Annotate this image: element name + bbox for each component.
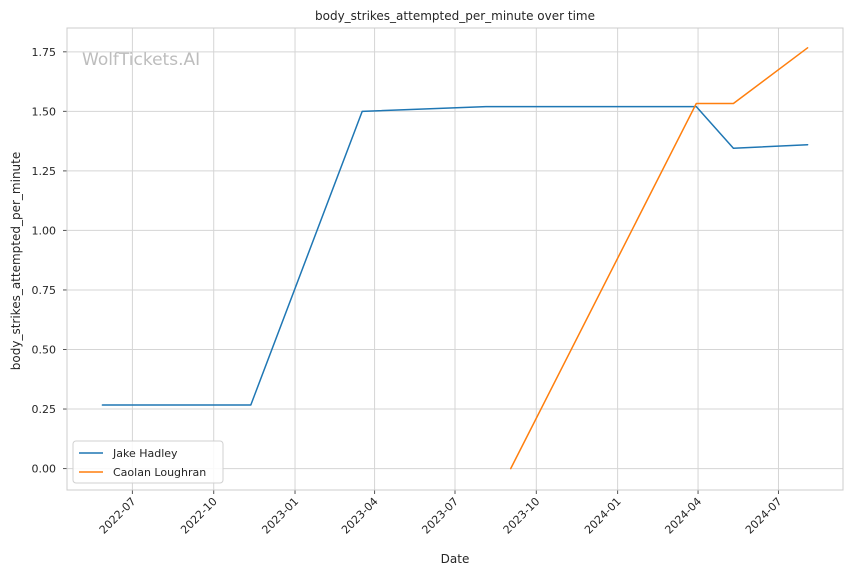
y-tick-label: 0.75 xyxy=(32,284,57,297)
y-axis-title: body_strikes_attempted_per_minute xyxy=(9,152,23,370)
x-tick-label: 2024-01 xyxy=(582,495,624,537)
vertical-gridlines xyxy=(131,28,779,494)
chart-title: body_strikes_attempted_per_minute over t… xyxy=(315,9,595,23)
x-tick-label: 2023-04 xyxy=(339,495,381,537)
x-tick-label: 2022-07 xyxy=(97,495,139,537)
legend-box xyxy=(72,440,224,484)
x-tick-label: 2022-10 xyxy=(178,495,220,537)
y-tick-label: 0.00 xyxy=(32,463,57,476)
watermark-text: WolfTickets.AI xyxy=(82,50,200,70)
x-tick-label: 2023-07 xyxy=(419,495,461,537)
x-tick-label: 2023-01 xyxy=(259,495,301,537)
legend: Jake Hadley Caolan Loughran xyxy=(72,440,224,484)
y-tick-label: 1.75 xyxy=(32,46,57,59)
y-tick-label: 1.50 xyxy=(32,105,57,118)
series-line-jake-hadley xyxy=(101,105,809,406)
x-tick-label: 2024-07 xyxy=(743,495,785,537)
x-tick-label: 2023-10 xyxy=(501,495,543,537)
horizontal-gridlines xyxy=(63,51,843,470)
y-tick-label: 0.25 xyxy=(32,403,57,416)
plot-area-frame xyxy=(66,27,844,491)
y-tick-label: 0.50 xyxy=(32,343,57,356)
series-line-caolan-loughran xyxy=(509,47,809,470)
legend-label-jake-hadley: Jake Hadley xyxy=(112,447,178,460)
x-tick-label: 2024-04 xyxy=(662,495,704,537)
y-axis-tick-labels: 0.00 0.25 0.50 0.75 1.00 1.25 1.50 1.75 xyxy=(32,46,57,476)
y-tick-label: 1.00 xyxy=(32,224,57,237)
y-tick-label: 1.25 xyxy=(32,165,57,178)
x-axis-title: Date xyxy=(441,552,470,566)
legend-label-caolan-loughran: Caolan Loughran xyxy=(113,466,206,479)
x-axis-tick-labels: 2022-07 2022-10 2023-01 2023-04 2023-07 2023-… xyxy=(97,495,785,537)
series-layer xyxy=(101,47,809,470)
